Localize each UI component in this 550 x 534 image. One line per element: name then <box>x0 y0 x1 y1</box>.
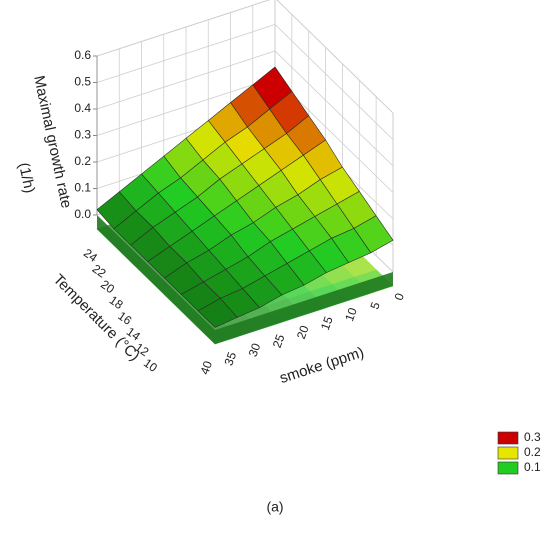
legend-swatch <box>497 461 519 475</box>
z-tick-label: 0.3 <box>74 128 91 142</box>
x-tick-label: 0 <box>392 291 408 302</box>
legend-label: 0.2 <box>524 445 541 459</box>
legend-swatch <box>497 431 519 445</box>
z-tick-label: 0.6 <box>74 48 91 62</box>
x-tick-label: 20 <box>294 323 312 341</box>
x-tick-label: 5 <box>367 300 383 311</box>
floor-edge <box>97 215 393 344</box>
x-tick-label: 10 <box>342 306 360 324</box>
legend-swatch <box>497 446 519 460</box>
surface-patch <box>197 298 238 328</box>
z-tick-label: 0.4 <box>74 101 91 115</box>
grid-line <box>96 0 394 114</box>
z-tick-label: 0.1 <box>74 181 91 195</box>
z-tick-label: 0.5 <box>74 75 91 89</box>
caption: (a) <box>266 499 283 515</box>
x-tick-label: 15 <box>318 314 336 332</box>
legend-label: 0.3 <box>524 430 541 444</box>
legend-label: 0.1 <box>524 460 541 474</box>
z-axis-label: (1/h) <box>15 161 38 195</box>
z-tick-label: 0.0 <box>74 207 91 221</box>
x-tick-label: 30 <box>246 341 264 359</box>
y-tick-label: 10 <box>141 356 160 375</box>
z-tick-label: 0.2 <box>74 154 91 168</box>
x-tick-label: 40 <box>197 359 215 377</box>
x-tick-label: 25 <box>270 332 288 350</box>
x-tick-label: 35 <box>221 350 239 368</box>
x-axis-label: smoke (ppm) <box>278 344 367 387</box>
